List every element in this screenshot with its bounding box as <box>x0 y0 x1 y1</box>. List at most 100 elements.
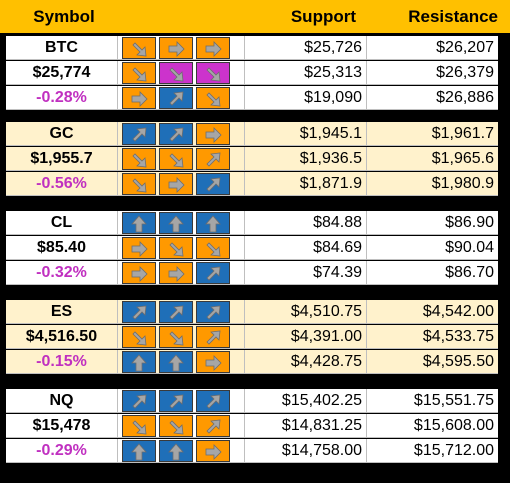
arrow-right-icon <box>205 41 222 57</box>
signal-tile <box>159 301 193 323</box>
arrow-up-right-icon <box>169 305 184 320</box>
arrow-down-right-icon <box>132 420 147 435</box>
arrow-right-icon <box>131 266 148 282</box>
arrow-up-icon <box>205 215 221 233</box>
section-gc: GC $1,945.1 $1,961.7 $1,955.7 $1,936.5 $1,965… <box>6 122 498 196</box>
header-row: Symbol Support Resistance <box>0 0 510 33</box>
table-row: $25,774 $25,313 $26,379 <box>6 61 498 85</box>
symbol-price: $85.40 <box>6 236 118 260</box>
arrow-up-icon <box>131 354 147 372</box>
signal-tile <box>159 390 193 412</box>
arrow-up-icon <box>168 443 184 461</box>
table-row: NQ $15,402.25 $15,551.75 <box>6 389 498 413</box>
arrow-down-right-icon <box>169 420 184 435</box>
signal-tile <box>122 37 156 59</box>
arrow-up-right-icon <box>132 305 147 320</box>
signal-tile <box>196 301 230 323</box>
symbol-symbol: GC <box>6 122 118 146</box>
arrow-down-right-icon <box>132 331 147 346</box>
arrow-down-right-icon <box>169 67 184 82</box>
signal-tile <box>122 262 156 284</box>
signal-tile <box>196 237 230 259</box>
signal-tile <box>159 326 193 348</box>
signal-tile <box>196 148 230 170</box>
signal-tile <box>159 440 193 462</box>
signal-tile <box>122 123 156 145</box>
arrow-up-right-icon <box>132 127 147 142</box>
signal-tile <box>159 173 193 195</box>
section-nq: NQ $15,402.25 $15,551.75 $15,478 $14,831.25 $… <box>6 389 498 463</box>
signal-tile <box>196 212 230 234</box>
support-value: $84.88 <box>244 211 366 235</box>
resistance-value: $86.90 <box>366 211 498 235</box>
signal-tile <box>122 351 156 373</box>
signal-tile <box>122 440 156 462</box>
support-value: $4,391.00 <box>244 325 366 349</box>
symbol-symbol: NQ <box>6 389 118 413</box>
symbol-symbol: BTC <box>6 36 118 60</box>
table-row: -0.29% $14,758.00 $15,712.00 <box>6 439 498 463</box>
signal-tile <box>159 212 193 234</box>
symbol-change: -0.32% <box>6 261 118 285</box>
signal-tile <box>122 173 156 195</box>
symbol-price: $15,478 <box>6 414 118 438</box>
signal-tile <box>122 62 156 84</box>
support-value: $15,402.25 <box>244 389 366 413</box>
symbol-price: $25,774 <box>6 61 118 85</box>
signal-tile <box>159 62 193 84</box>
arrow-down-right-icon <box>132 42 147 57</box>
symbol-price: $1,955.7 <box>6 147 118 171</box>
signal-tile <box>196 173 230 195</box>
signal-tile <box>159 262 193 284</box>
signal-tile <box>196 351 230 373</box>
arrow-down-right-icon <box>206 92 221 107</box>
arrow-down-right-icon <box>132 153 147 168</box>
table-row: $1,955.7 $1,936.5 $1,965.6 <box>6 147 498 171</box>
symbol-change: -0.28% <box>6 86 118 110</box>
resistance-value: $15,712.00 <box>366 439 498 463</box>
signal-tile <box>196 262 230 284</box>
arrow-up-icon <box>168 215 184 233</box>
resistance-value: $1,965.6 <box>366 147 498 171</box>
header-symbol: Symbol <box>33 7 95 26</box>
resistance-value: $15,608.00 <box>366 414 498 438</box>
arrow-down-right-icon <box>132 67 147 82</box>
arrow-up-right-icon <box>169 394 184 409</box>
support-value: $25,726 <box>244 36 366 60</box>
header-resistance: Resistance <box>408 7 498 26</box>
table-row: BTC $25,726 $26,207 <box>6 36 498 60</box>
table-row: -0.32% $74.39 $86.70 <box>6 261 498 285</box>
table-row: CL $84.88 $86.90 <box>6 211 498 235</box>
support-value: $74.39 <box>244 261 366 285</box>
arrow-right-icon <box>205 444 222 460</box>
arrow-down-right-icon <box>206 67 221 82</box>
arrow-right-icon <box>168 177 185 193</box>
arrow-up-right-icon <box>169 91 184 106</box>
symbol-change: -0.15% <box>6 350 118 374</box>
support-value: $19,090 <box>244 86 366 110</box>
table-row: -0.15% $4,428.75 $4,595.50 <box>6 350 498 374</box>
signal-tile <box>159 351 193 373</box>
signal-tile <box>122 87 156 109</box>
resistance-value: $86.70 <box>366 261 498 285</box>
arrow-right-icon <box>131 91 148 107</box>
signal-tile <box>122 390 156 412</box>
resistance-value: $1,980.9 <box>366 172 498 196</box>
signal-tile <box>122 148 156 170</box>
signal-tile <box>196 87 230 109</box>
signal-tile <box>159 123 193 145</box>
support-value: $4,428.75 <box>244 350 366 374</box>
signal-tile <box>122 326 156 348</box>
section-es: ES $4,510.75 $4,542.00 $4,516.50 $4,391.00 $4… <box>6 300 498 374</box>
arrow-up-right-icon <box>206 419 221 434</box>
arrow-up-icon <box>131 443 147 461</box>
signal-tile <box>196 37 230 59</box>
table-row: -0.56% $1,871.9 $1,980.9 <box>6 172 498 196</box>
signal-tile <box>159 148 193 170</box>
support-value: $4,510.75 <box>244 300 366 324</box>
resistance-value: $1,961.7 <box>366 122 498 146</box>
table-row: $4,516.50 $4,391.00 $4,533.75 <box>6 325 498 349</box>
arrow-right-icon <box>131 241 148 257</box>
arrow-up-icon <box>131 215 147 233</box>
